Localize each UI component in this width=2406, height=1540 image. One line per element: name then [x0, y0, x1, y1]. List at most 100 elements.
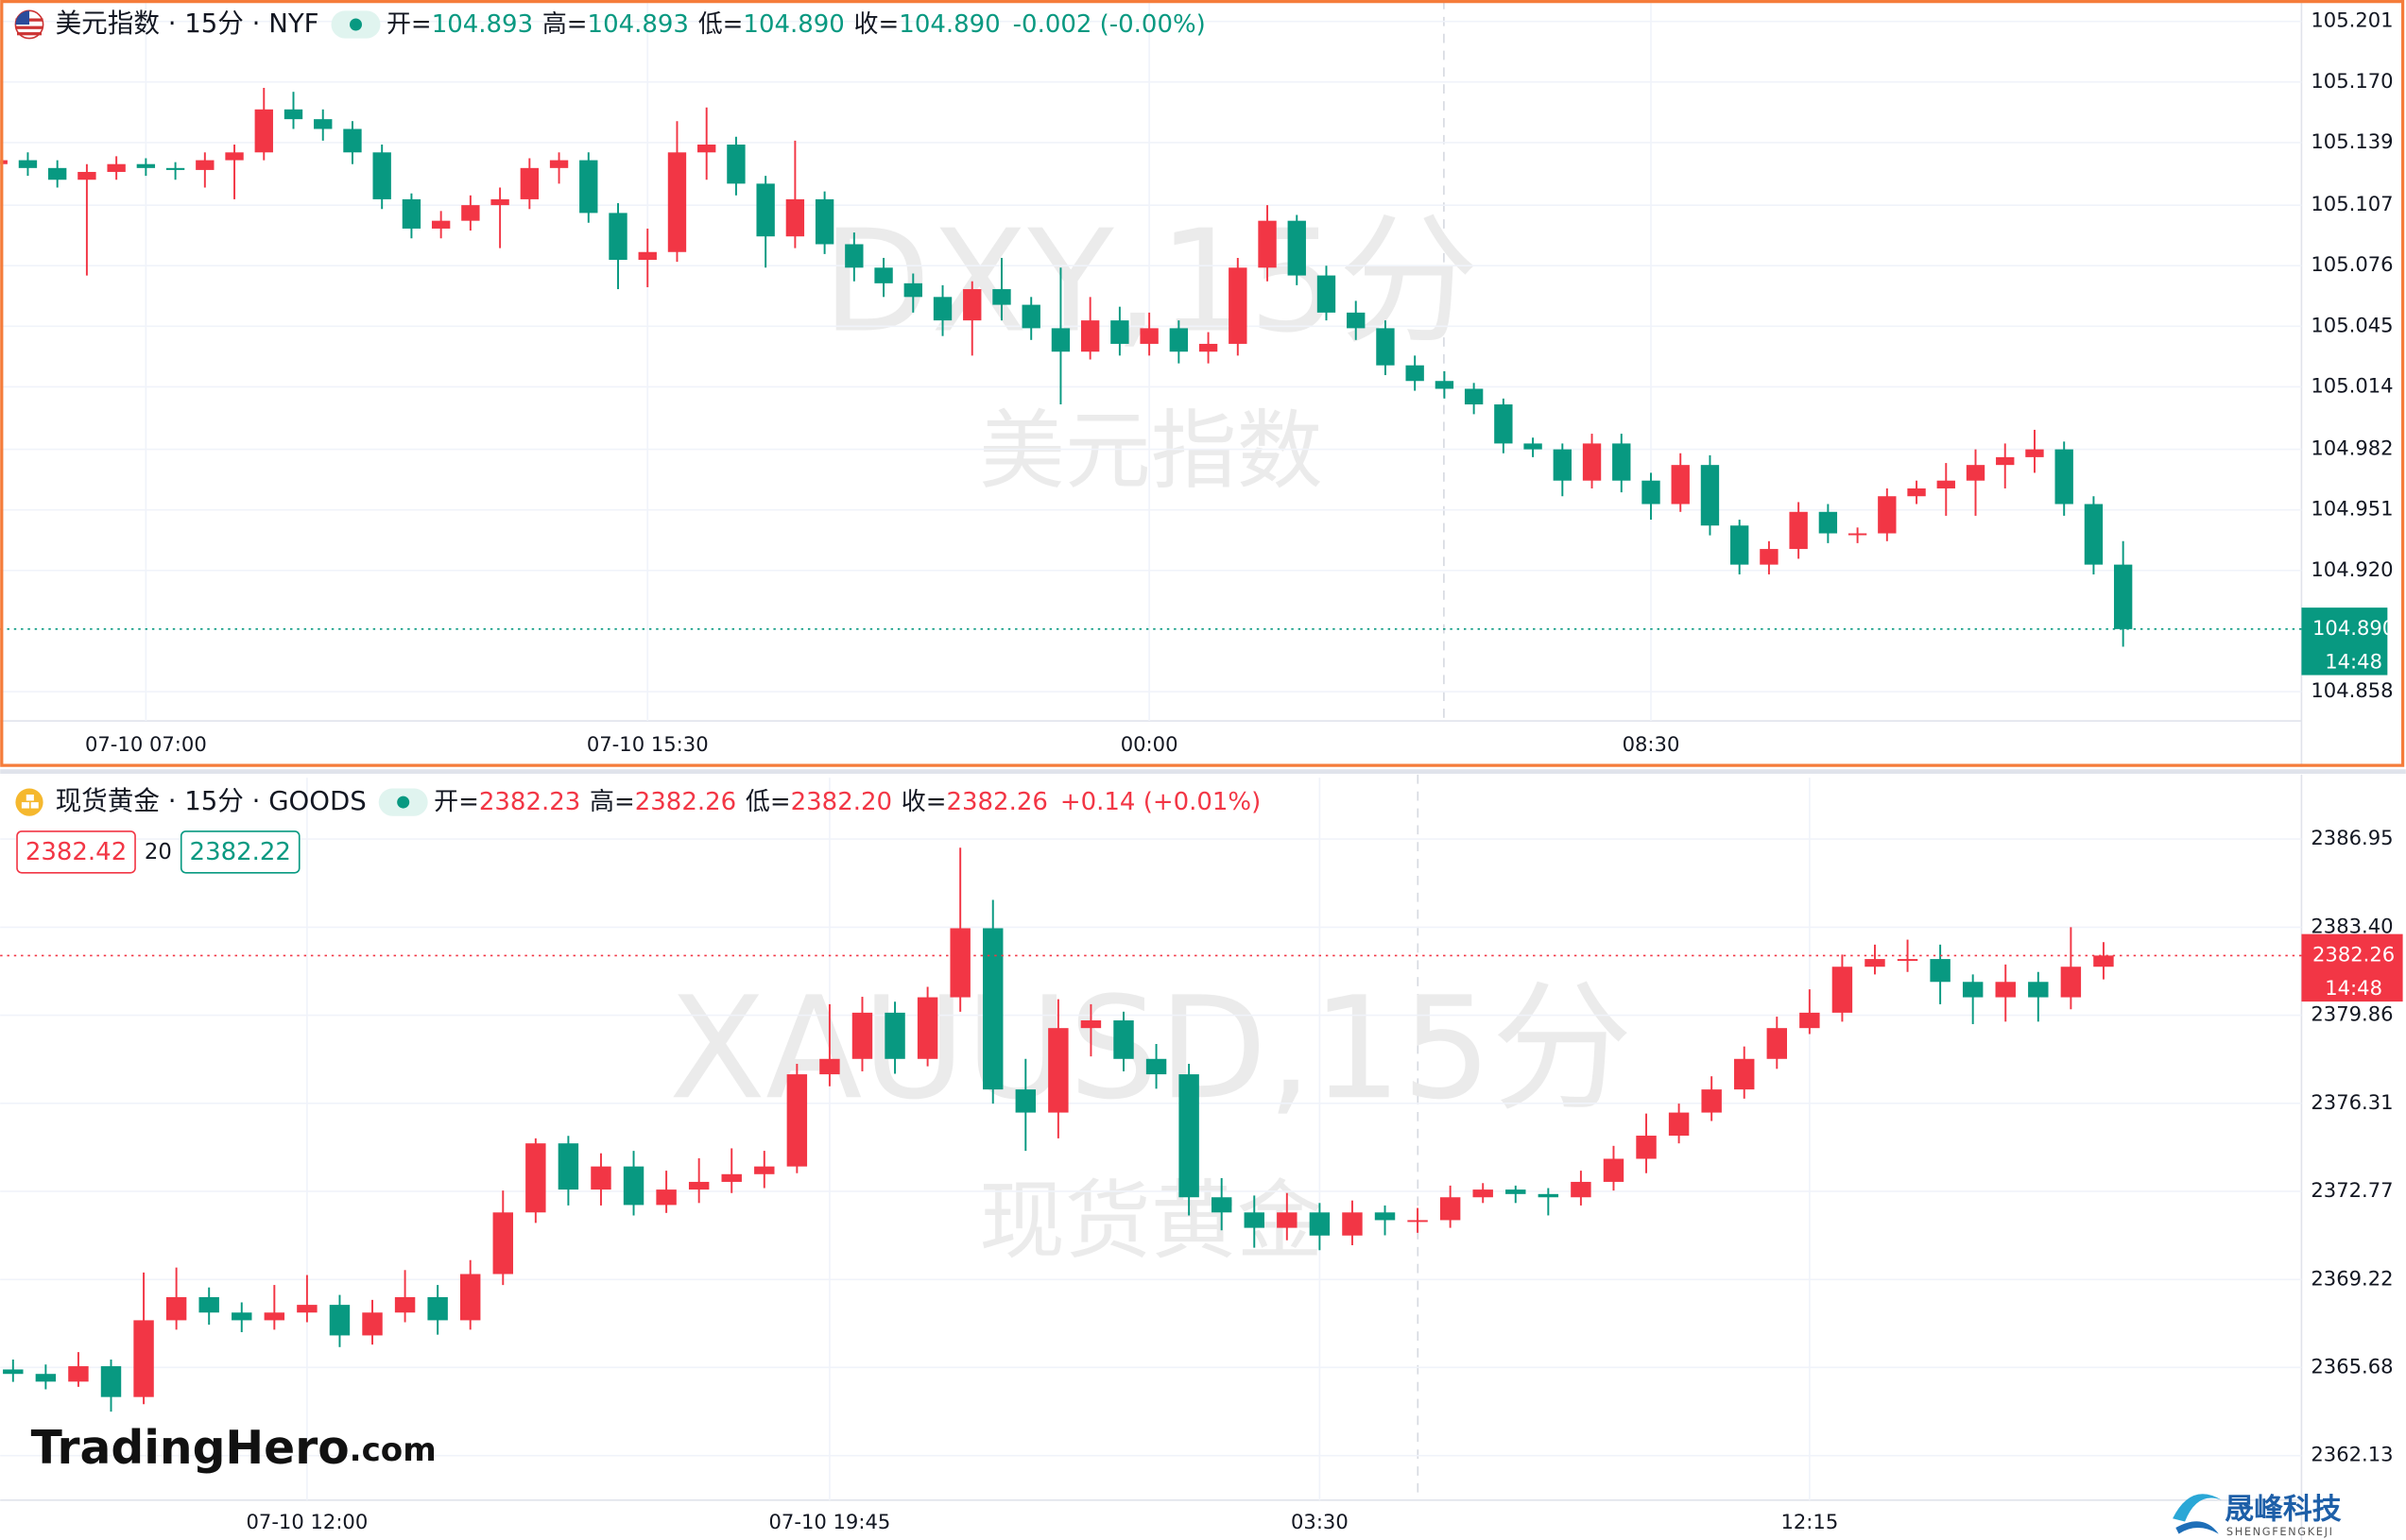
candle-body	[1405, 365, 1424, 382]
candle-body	[1169, 328, 1189, 352]
x-tick-label: 08:30	[1623, 732, 1680, 756]
candle-body	[1847, 533, 1867, 536]
y-tick-label: 2365.68	[2311, 1354, 2393, 1377]
ohlc-label: 高=	[542, 9, 588, 38]
last-price-label: 2382.26	[2312, 942, 2395, 966]
y-tick-label: 2376.31	[2311, 1090, 2393, 1114]
change-value: +0.14 (+0.01%)	[1060, 788, 1261, 816]
y-tick-label: 105.107	[2311, 192, 2393, 215]
candle-body	[1113, 1020, 1134, 1059]
candle-body	[362, 1312, 383, 1336]
ohlc-value: 104.890	[899, 9, 1000, 38]
candle-body	[785, 198, 805, 237]
y-tick-label: 104.920	[2311, 557, 2393, 581]
candle-body	[1760, 549, 1779, 565]
candle-body	[284, 109, 303, 120]
x-tick-label: 03:30	[1291, 1510, 1349, 1533]
ask-box	[180, 830, 301, 874]
candle-body	[461, 205, 480, 221]
y-tick-label: 2362.13	[2311, 1443, 2393, 1466]
candle-body	[165, 1296, 187, 1321]
candle-body	[963, 289, 982, 321]
candle-body	[1603, 1158, 1624, 1182]
candle-body	[100, 1366, 122, 1397]
candle-body	[1258, 220, 1277, 268]
candle-body	[1789, 511, 1808, 550]
candle-body	[2054, 449, 2073, 505]
active-pane-border	[0, 0, 2405, 767]
ask-price: 2382.22	[190, 838, 291, 866]
candle-body	[2084, 504, 2104, 565]
candle-body	[1022, 304, 1040, 329]
candle-body	[917, 997, 938, 1059]
status-dot	[350, 18, 362, 31]
candle-body	[1347, 312, 1366, 329]
candle-body	[2113, 564, 2133, 629]
candle-body	[1435, 381, 1454, 389]
ohlc-label: 开=	[387, 9, 432, 38]
candle-body	[1277, 1212, 1298, 1228]
candle-body	[874, 267, 893, 283]
candle-body	[77, 171, 96, 180]
candle-body	[372, 152, 391, 199]
candle-body	[1407, 1220, 1428, 1223]
y-tick-label: 104.982	[2311, 436, 2393, 460]
candle-body	[1818, 511, 1838, 534]
candle-body	[697, 145, 716, 153]
candle-body	[297, 1305, 318, 1313]
candle-body	[47, 167, 67, 180]
candle-body	[1505, 1189, 1526, 1194]
candle-body	[1472, 1189, 1493, 1198]
candle-body	[558, 1143, 579, 1190]
watermark: 现货黄金	[979, 1172, 1323, 1272]
y-tick-label: 2379.86	[2311, 1002, 2393, 1026]
candle-body	[579, 160, 598, 214]
candle-body	[1145, 1058, 1167, 1075]
candle-body	[1897, 959, 1918, 962]
candle-body	[329, 1305, 351, 1336]
candle-body	[1464, 388, 1484, 405]
candle-body	[1374, 1212, 1396, 1221]
candle-body	[819, 1058, 840, 1075]
candle-body	[3, 1369, 24, 1375]
x-tick-label: 07-10 12:00	[246, 1510, 368, 1533]
ohlc-value: 2382.26	[946, 788, 1047, 816]
candle-body	[1966, 465, 1985, 481]
candle-body	[1671, 465, 1690, 505]
last-time-label: 14:48	[2325, 976, 2382, 1000]
candle-body	[727, 145, 746, 184]
y-tick-label: 105.014	[2311, 373, 2393, 397]
candle-body	[1571, 1181, 1591, 1198]
symbol-title: 美元指数 · 15分 · NYF	[56, 8, 319, 39]
ohlc-label: 低=	[746, 788, 791, 816]
y-tick-label: 105.170	[2311, 69, 2393, 93]
candle-body	[136, 163, 156, 168]
y-tick-label: 105.045	[2311, 313, 2393, 336]
last-price-tag	[2301, 607, 2388, 676]
candle-body	[459, 1274, 481, 1321]
brand-logo: TradingHero.com	[31, 1422, 437, 1475]
chart-header: 现货黄金 · 15分 · GOODS 开=2382.23 高=2382.26 低=23…	[56, 785, 1262, 816]
y-tick-label: 104.951	[2311, 497, 2393, 521]
candle-body	[1342, 1212, 1363, 1236]
candle-body	[2025, 449, 2044, 457]
candle-body	[1553, 449, 1572, 481]
bid-box	[16, 830, 136, 874]
candle-body	[1080, 1020, 1102, 1029]
y-tick-label: 2386.95	[2311, 826, 2393, 849]
candle-body	[815, 198, 834, 245]
candle-body	[254, 109, 273, 153]
candle-body	[1582, 443, 1602, 481]
candle-body	[1701, 1089, 1722, 1113]
candle-body	[1907, 488, 1926, 497]
candle-body	[1523, 443, 1542, 450]
brand-name: TradingHero	[31, 1422, 350, 1475]
candle-body	[492, 1212, 513, 1275]
candle-body	[343, 128, 362, 153]
candle-body	[1799, 1012, 1820, 1029]
candle-body	[667, 152, 687, 252]
candle-body	[1700, 465, 1720, 526]
candle-body	[656, 1189, 677, 1206]
candle-body	[1198, 343, 1218, 352]
